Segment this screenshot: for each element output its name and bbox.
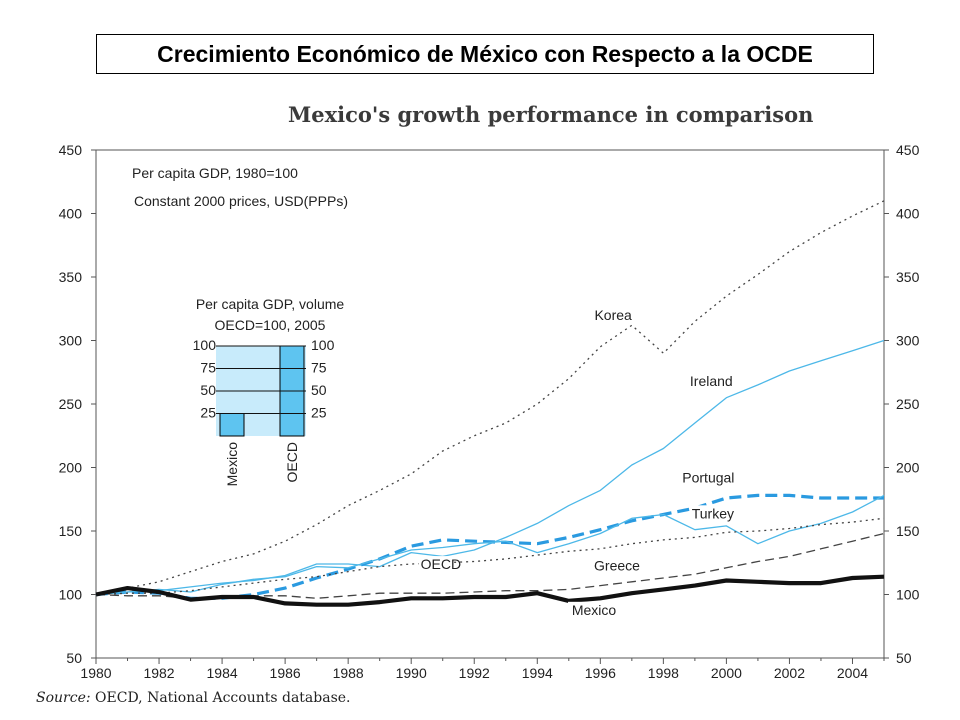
inset-tick-left: 50: [200, 382, 216, 398]
source-label: Source:: [36, 690, 91, 706]
y-tick-label-left: 100: [59, 587, 83, 603]
x-tick-label: 1992: [459, 665, 490, 681]
source-note: Source: OECD, National Accounts database…: [36, 690, 351, 706]
x-tick-label: 1986: [270, 665, 301, 681]
y-tick-label-left: 250: [59, 396, 83, 412]
x-tick-label: 1988: [333, 665, 364, 681]
y-tick-label-right: 450: [896, 142, 920, 158]
series-lines: [96, 201, 884, 605]
series-label-mexico: Mexico: [572, 602, 617, 618]
x-tick-label: 1994: [522, 665, 553, 681]
x-tick-label: 2000: [711, 665, 742, 681]
inset-category-oecd: OECD: [284, 442, 300, 482]
x-tick-label: 1996: [585, 665, 616, 681]
series-label-portugal: Portugal: [682, 470, 734, 486]
y-tick-label-left: 300: [59, 333, 83, 349]
y-tick-label-right: 50: [896, 650, 912, 666]
x-tick-label: 2004: [837, 665, 868, 681]
series-label-oecd: OECD: [421, 556, 461, 572]
inset-tick-right: 25: [311, 405, 327, 421]
inset-title-2: OECD=100, 2005: [215, 317, 326, 333]
y-tick-label-right: 300: [896, 333, 920, 349]
y-tick-label-right: 200: [896, 460, 920, 476]
inset-tick-right: 100: [311, 337, 335, 353]
series-label-korea: Korea: [594, 307, 632, 323]
inset-tick-left: 75: [200, 360, 216, 376]
y-tick-label-right: 100: [896, 587, 920, 603]
y-tick-label-right: 400: [896, 206, 920, 222]
y-tick-label-left: 400: [59, 206, 83, 222]
x-tick-label: 1984: [207, 665, 238, 681]
inset-title-1: Per capita GDP, volume: [196, 296, 345, 312]
inset-tick-right: 75: [311, 360, 327, 376]
y-tick-label-right: 150: [896, 523, 920, 539]
series-line-ireland: [96, 341, 884, 595]
inset-bar-mexico: [220, 414, 244, 437]
y-tick-label-left: 50: [66, 650, 82, 666]
y-tick-label-right: 250: [896, 396, 920, 412]
inset-tick-left: 100: [193, 337, 217, 353]
y-tick-label-left: 200: [59, 460, 83, 476]
y-tick-label-right: 350: [896, 269, 920, 285]
series-labels: Korea Ireland Portugal Turkey OECD Greece Mexi…: [419, 307, 749, 619]
x-tick-label: 1982: [143, 665, 174, 681]
inset-tick-right: 50: [311, 382, 327, 398]
y-tick-label-left: 350: [59, 269, 83, 285]
y-tick-label-left: 450: [59, 142, 83, 158]
x-tick-label: 1998: [648, 665, 679, 681]
inset-category-mexico: Mexico: [224, 442, 240, 487]
annotation-line-1: Per capita GDP, 1980=100: [132, 165, 298, 181]
annotation-line-2: Constant 2000 prices, USD(PPPs): [134, 193, 348, 209]
series-label-ireland: Ireland: [690, 373, 733, 389]
source-text: OECD, National Accounts database.: [91, 690, 351, 706]
y-tick-label-left: 150: [59, 523, 83, 539]
series-label-turkey: Turkey: [692, 505, 734, 521]
x-tick-label: 2002: [774, 665, 805, 681]
series-line-turkey: [96, 495, 884, 594]
series-label-greece: Greece: [594, 557, 640, 573]
inset-bar-chart: Per capita GDP, volume OECD=100, 2005 100 1…: [193, 296, 345, 486]
line-chart: 50 50100 100150 150200 200250 250300 300350 350…: [0, 0, 960, 720]
x-tick-label: 1990: [396, 665, 427, 681]
x-tick-label: 1980: [80, 665, 111, 681]
inset-tick-left: 25: [200, 405, 216, 421]
